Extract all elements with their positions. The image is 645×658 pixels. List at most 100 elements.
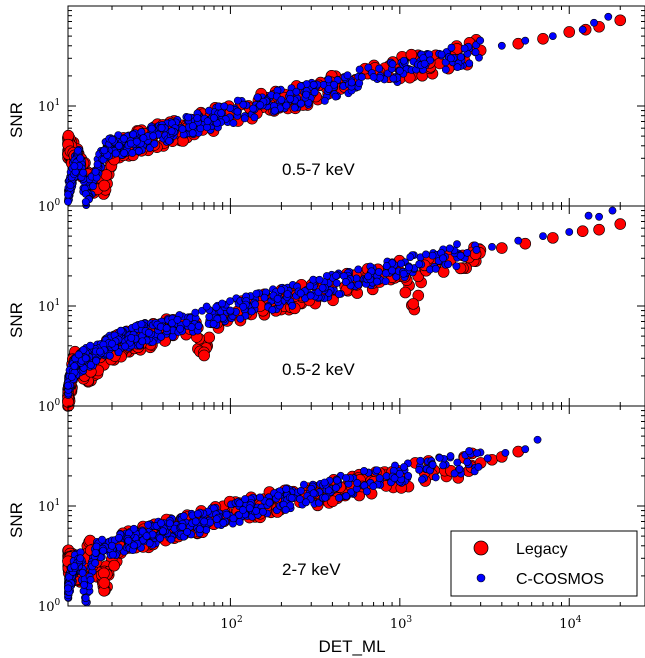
legend: Legacy C-COSMOS — [450, 530, 638, 597]
ccosmos-point — [96, 347, 104, 356]
ccosmos-point — [150, 139, 159, 148]
axis-ticks — [68, 5, 645, 207]
ccosmos-point — [399, 269, 408, 278]
ccosmos-point — [81, 354, 90, 363]
ccosmos-point — [357, 73, 366, 81]
ccosmos-point — [463, 248, 472, 257]
ccosmos-point — [306, 291, 315, 300]
ccosmos-point — [441, 65, 450, 74]
ccosmos-point — [584, 211, 593, 220]
ccosmos-point — [67, 373, 76, 381]
ccosmos-point — [268, 305, 277, 314]
ccosmos-point — [282, 101, 291, 110]
ccosmos-point — [497, 41, 506, 50]
ccosmos-point — [375, 64, 384, 73]
y-tick-label: 101 — [38, 298, 60, 315]
ccosmos-point — [220, 102, 229, 111]
ccosmos-point — [343, 71, 352, 80]
ccosmos-point — [286, 94, 295, 103]
ccosmos-point — [320, 96, 329, 105]
ccosmos-point — [321, 493, 330, 502]
ccosmos-point — [374, 268, 383, 276]
band-label: 0.5-7 keV — [282, 160, 355, 179]
ccosmos-point — [302, 498, 310, 507]
ccosmos-point — [283, 290, 292, 298]
panel-frame — [67, 205, 645, 407]
ccosmos-point — [91, 548, 100, 557]
ccosmos-point — [212, 515, 221, 523]
ccosmos-point — [86, 576, 95, 584]
ccosmos-point — [286, 501, 295, 510]
ccosmos-point — [250, 113, 259, 122]
ccosmos-point — [165, 519, 174, 528]
y-axis-label-bottom: SNR — [7, 502, 26, 538]
ccosmos-point — [256, 101, 265, 110]
ccosmos-point — [265, 498, 274, 507]
ccosmos-point — [79, 168, 88, 177]
ccosmos-point — [210, 114, 218, 122]
ccosmos-point — [66, 181, 75, 190]
ccosmos-point — [120, 149, 129, 157]
ccosmos-point — [330, 80, 338, 89]
ccosmos-point — [369, 73, 378, 81]
ccosmos-point — [195, 525, 204, 534]
ccosmos-point — [70, 562, 79, 571]
ccosmos-point — [178, 125, 187, 133]
ccosmos-point — [533, 435, 542, 444]
ccosmos-point — [128, 149, 137, 157]
panels: 100 101 0.5-7 keV 100 101 0.5-2 keV 100 101 2-7 … — [38, 5, 645, 632]
ccosmos-point — [121, 342, 129, 351]
ccosmos-point — [245, 504, 254, 513]
ccosmos-point — [453, 63, 462, 72]
ccosmos-point — [445, 244, 454, 253]
ccosmos-point — [565, 228, 574, 236]
scatter-points — [62, 206, 627, 412]
ccosmos-point — [341, 278, 350, 286]
ccosmos-point — [147, 124, 156, 133]
ccosmos-point — [115, 141, 123, 150]
ccosmos-point — [165, 137, 174, 145]
legacy-point — [98, 179, 111, 192]
x-tick-label: 104 — [559, 615, 582, 632]
ccosmos-point — [471, 48, 480, 57]
ccosmos-point — [78, 568, 87, 577]
ccosmos-point — [86, 361, 95, 369]
ccosmos-point — [288, 301, 297, 310]
ccosmos-point — [138, 337, 147, 346]
ccosmos-point — [187, 323, 196, 331]
ccosmos-point — [444, 260, 453, 269]
ccosmos-point — [369, 482, 378, 491]
legacy-point — [203, 331, 216, 344]
ccosmos-point — [188, 122, 197, 130]
ccosmos-point — [335, 290, 343, 299]
ccosmos-point — [64, 190, 72, 199]
ccosmos-point — [290, 103, 299, 112]
ccosmos-point — [333, 476, 341, 485]
ccosmos-point — [233, 96, 242, 105]
legacy-point — [614, 218, 627, 230]
y-tick-label: 101 — [38, 98, 60, 115]
ccosmos-point — [119, 134, 128, 143]
ccosmos-point — [299, 480, 308, 489]
ccosmos-point — [249, 104, 258, 113]
ccosmos-point — [277, 96, 286, 104]
ccosmos-point — [476, 36, 485, 45]
panel-2: 100 101 0.5-2 keV — [38, 205, 645, 415]
ccosmos-point — [360, 467, 368, 475]
ccosmos-point — [420, 59, 429, 68]
ccosmos-point — [92, 356, 101, 365]
ccosmos-point — [375, 474, 384, 483]
ccosmos-point — [364, 272, 373, 281]
y-tick-label: 100 — [38, 598, 61, 615]
ccosmos-point — [70, 362, 79, 371]
ccosmos-point — [310, 88, 319, 97]
x-tick-label: 102 — [220, 615, 242, 632]
ccosmos-point — [64, 584, 72, 593]
legacy-point — [496, 242, 508, 254]
ccosmos-point — [162, 324, 171, 333]
legend-label-legacy: Legacy — [516, 541, 568, 558]
ccosmos-point — [388, 266, 396, 275]
ccosmos-point — [455, 465, 464, 473]
ccosmos-point — [144, 328, 153, 337]
ccosmos-point — [463, 458, 472, 466]
